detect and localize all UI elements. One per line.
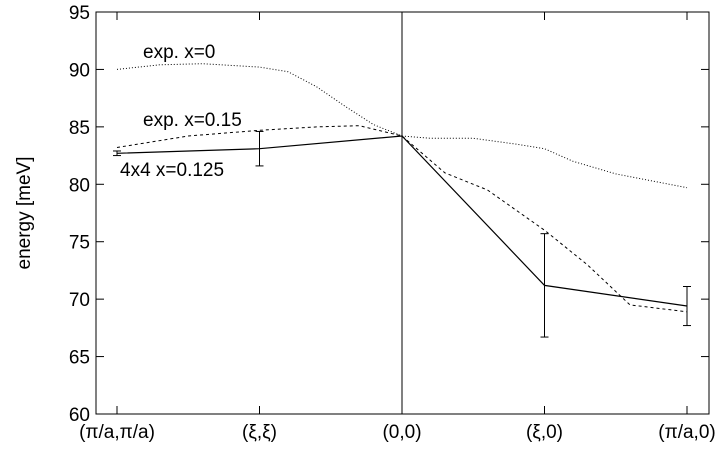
- y-axis-title: energy [meV]: [14, 157, 35, 270]
- x-tick-label-0: (π/a,π/a): [79, 422, 155, 443]
- y-tick-label-80: 80: [69, 175, 90, 196]
- y-tick-label-60: 60: [69, 405, 90, 426]
- series-annotation-0: exp. x=0: [143, 42, 215, 63]
- x-tick-label-1: (ξ,ξ): [242, 422, 277, 443]
- series-annotation-1: exp. x=0.15: [143, 110, 242, 131]
- series-annotation-2: 4x4 x=0.125: [120, 160, 224, 181]
- x-tick-label-4: (π/a,0): [658, 422, 715, 443]
- y-tick-label-85: 85: [69, 118, 90, 139]
- plot-frame: [95, 11, 710, 415]
- series-line-1: [116, 125, 688, 313]
- y-tick-label-95: 95: [69, 3, 90, 24]
- y-tick-label-75: 75: [69, 233, 90, 254]
- x-tick-label-2: (0,0): [382, 422, 421, 443]
- x-tick-label-3: (ξ,0): [526, 422, 563, 443]
- axis-ticks: [96, 11, 709, 415]
- series-line-2: [116, 135, 688, 307]
- y-tick-label-90: 90: [69, 60, 90, 81]
- series-line-0: [116, 63, 688, 189]
- label-group: 60 65 70 75 80 85 90 95 (π/a,π/a) (ξ,ξ) (0,0) (ξ,0)…: [14, 3, 716, 443]
- series-group: [113, 63, 691, 338]
- y-tick-label-70: 70: [69, 290, 90, 311]
- y-tick-label-65: 65: [69, 348, 90, 369]
